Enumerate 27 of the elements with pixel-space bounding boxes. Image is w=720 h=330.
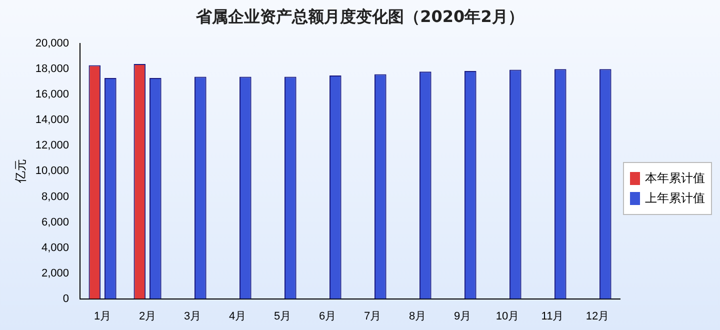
y-tick-label: 18,000	[35, 63, 70, 76]
y-tick-label: 14,000	[35, 114, 70, 126]
x-tick-label: 4月	[228, 310, 246, 322]
y-tick-label: 16,000	[35, 88, 70, 101]
y-tick-label: 4,000	[42, 242, 70, 254]
y-tick-label: 6,000	[42, 216, 70, 228]
x-tick-label: 3月	[184, 310, 202, 322]
y-tick-label: 10,000	[35, 165, 70, 178]
x-tick-label: 9月	[454, 310, 472, 322]
y-tick-label: 20,000	[35, 38, 70, 50]
x-tick-label: 7月	[364, 310, 382, 322]
legend-label: 本年累计值	[645, 170, 705, 187]
x-tick-label: 10月	[496, 310, 520, 322]
x-tick-label: 8月	[408, 310, 426, 322]
x-tick-label: 6月	[318, 310, 336, 322]
legend-label: 上年累计值	[645, 190, 705, 207]
y-tick-label: 12,000	[35, 140, 70, 152]
chart-title: 省属企业资产总额月度变化图（2020年2月）	[195, 6, 525, 28]
x-tick-label: 2月	[138, 310, 156, 322]
y-tick-label: 8,000	[42, 190, 70, 203]
x-tick-label: 1月	[94, 310, 112, 322]
y-axis-title: 亿元	[14, 159, 28, 184]
x-tick-label: 5月	[274, 310, 292, 322]
x-tick-label: 11月	[541, 310, 564, 322]
y-tick-label: 0	[62, 292, 70, 305]
x-tick-label: 12月	[586, 310, 610, 322]
y-tick-label: 2,000	[42, 267, 70, 280]
